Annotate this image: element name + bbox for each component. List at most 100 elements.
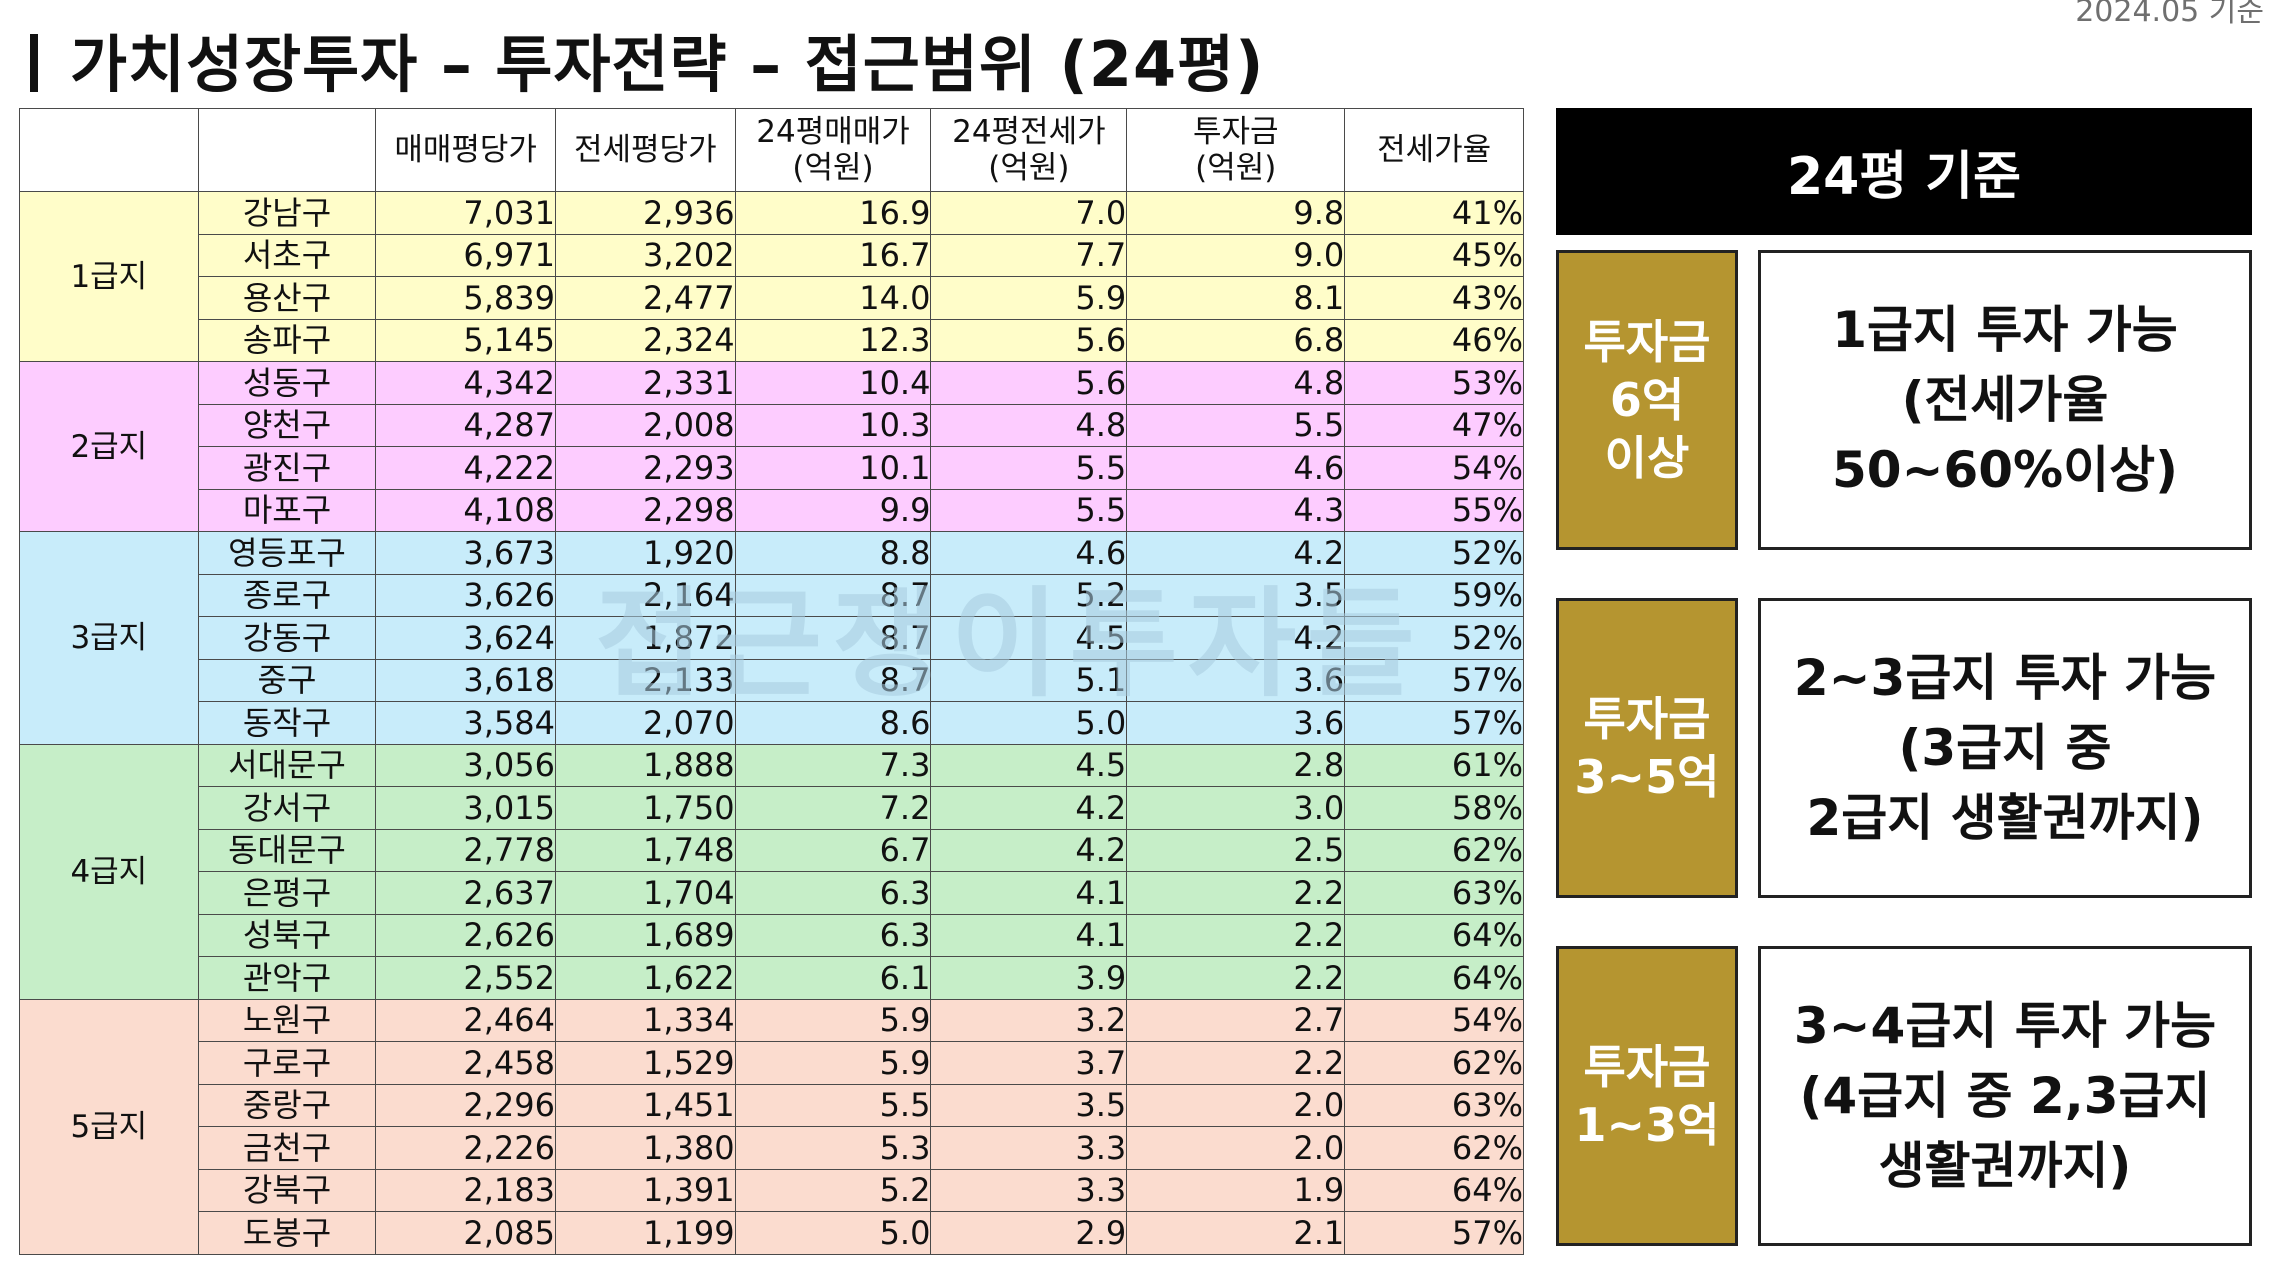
investment-amount-cell: 4.2 (1126, 531, 1346, 575)
table-row: 강북구 2,183 1,391 5.2 3.3 1.9 64% (19, 1168, 1524, 1212)
jeonse-price-per-pyeong-cell: 1,199 (554, 1211, 736, 1255)
table-row: 2급지 성동구 4,342 2,331 10.4 5.6 4.8 53% (19, 361, 1524, 532)
district-name-cell: 서대문구 (197, 743, 377, 787)
strategy-line: (4급지 중 2,3급지 (1799, 1067, 2211, 1125)
side-header: 24평 기준 (1556, 108, 2252, 235)
tier-label: 3급지 (19, 531, 199, 745)
strategy-line: 1급지 투자 가능 (1832, 301, 2178, 359)
sale-price-24py-cell: 16.7 (734, 233, 932, 277)
table-row: 중구 3,618 2,133 8.7 5.1 3.6 57% (19, 658, 1524, 702)
jeonse-price-24py-cell: 4.5 (930, 616, 1128, 660)
header-sale-price-per-pyeong: 매매평당가 (375, 108, 556, 192)
investment-line: 1~3억 (1574, 1098, 1720, 1152)
sale-price-24py-cell: 8.6 (734, 701, 932, 745)
jeonse-price-per-pyeong-cell: 1,451 (554, 1083, 736, 1127)
sale-price-24py-cell: 5.5 (734, 1083, 932, 1127)
jeonse-price-per-pyeong-cell: 1,872 (554, 616, 736, 660)
jeonse-price-per-pyeong-cell: 2,936 (554, 191, 736, 235)
district-name-cell: 송파구 (197, 318, 377, 362)
jeonse-price-per-pyeong-cell: 2,477 (554, 276, 736, 320)
table-row: 양천구 4,287 2,008 10.3 4.8 5.5 47% (19, 403, 1524, 447)
jeonse-price-24py-cell: 3.5 (930, 1083, 1128, 1127)
investment-amount-cell: 4.3 (1126, 488, 1346, 532)
jeonse-price-per-pyeong-cell: 1,748 (554, 828, 736, 872)
jeonse-price-per-pyeong-cell: 2,008 (554, 403, 736, 447)
jeonse-price-24py-cell: 3.9 (930, 956, 1128, 1000)
jeonse-price-per-pyeong-cell: 2,133 (554, 658, 736, 702)
jeonse-price-per-pyeong-cell: 2,164 (554, 573, 736, 617)
jeonse-price-24py-cell: 5.6 (930, 361, 1128, 405)
sale-price-24py-cell: 5.9 (734, 1041, 932, 1085)
strategy-line: (3급지 중 (1898, 719, 2112, 777)
district-price-table: 매매평당가 전세평당가 24평매매가 (억원) 24평전세가 (억원) 투자금 … (19, 108, 1524, 1255)
header-investment: 투자금 (억원) (1126, 108, 1346, 192)
jeonse-ratio-cell: 62% (1344, 1041, 1524, 1085)
jeonse-price-24py-cell: 5.9 (930, 276, 1128, 320)
sale-price-per-pyeong-cell: 4,342 (375, 361, 556, 405)
investment-amount-cell: 4.2 (1126, 616, 1346, 660)
investment-amount-cell: 2.8 (1126, 743, 1346, 787)
table-row: 5급지 노원구 2,464 1,334 5.9 3.2 2.7 54% (19, 998, 1524, 1255)
investment-amount-cell: 2.2 (1126, 956, 1346, 1000)
jeonse-price-24py-cell: 3.3 (930, 1126, 1128, 1170)
jeonse-price-per-pyeong-cell: 2,331 (554, 361, 736, 405)
table-row: 중랑구 2,296 1,451 5.5 3.5 2.0 63% (19, 1083, 1524, 1127)
strategy-line: 3~4급지 투자 가능 (1793, 997, 2217, 1055)
jeonse-ratio-cell: 54% (1344, 998, 1524, 1042)
district-name-cell: 영등포구 (197, 531, 377, 575)
district-name-cell: 종로구 (197, 573, 377, 617)
investment-amount-cell: 2.2 (1126, 1041, 1346, 1085)
sale-price-per-pyeong-cell: 2,085 (375, 1211, 556, 1255)
sale-price-per-pyeong-cell: 4,222 (375, 446, 556, 490)
jeonse-price-per-pyeong-cell: 2,293 (554, 446, 736, 490)
investment-amount-cell: 2.2 (1126, 871, 1346, 915)
investment-amount-cell: 4.6 (1126, 446, 1346, 490)
table-row: 종로구 3,626 2,164 8.7 5.2 3.5 59% (19, 573, 1524, 617)
jeonse-price-24py-cell: 4.1 (930, 913, 1128, 957)
investment-amount-cell: 8.1 (1126, 276, 1346, 320)
sale-price-per-pyeong-cell: 3,618 (375, 658, 556, 702)
table-row: 관악구 2,552 1,622 6.1 3.9 2.2 64% (19, 956, 1524, 1000)
investment-line: 이상 (1604, 431, 1690, 485)
table-row: 송파구 5,145 2,324 12.3 5.6 6.8 46% (19, 318, 1524, 362)
table-row: 성북구 2,626 1,689 6.3 4.1 2.2 64% (19, 913, 1524, 957)
investment-amount-cell: 2.0 (1126, 1083, 1346, 1127)
jeonse-price-per-pyeong-cell: 1,529 (554, 1041, 736, 1085)
sale-price-per-pyeong-cell: 4,287 (375, 403, 556, 447)
jeonse-ratio-cell: 57% (1344, 701, 1524, 745)
investment-box-2: 투자금 3~5억 (1556, 598, 1738, 898)
sale-price-per-pyeong-cell: 3,056 (375, 743, 556, 787)
sale-price-per-pyeong-cell: 3,626 (375, 573, 556, 617)
jeonse-price-24py-cell: 4.1 (930, 871, 1128, 915)
district-name-cell: 노원구 (197, 998, 377, 1042)
table-header-row: 매매평당가 전세평당가 24평매매가 (억원) 24평전세가 (억원) 투자금 … (19, 108, 1524, 192)
table-row: 도봉구 2,085 1,199 5.0 2.9 2.1 57% (19, 1211, 1524, 1255)
investment-amount-cell: 3.6 (1126, 658, 1346, 702)
table-row: 마포구 4,108 2,298 9.9 5.5 4.3 55% (19, 488, 1524, 532)
jeonse-price-per-pyeong-cell: 2,070 (554, 701, 736, 745)
sale-price-24py-cell: 7.3 (734, 743, 932, 787)
jeonse-price-24py-cell: 5.5 (930, 488, 1128, 532)
district-name-cell: 금천구 (197, 1126, 377, 1170)
jeonse-price-24py-cell: 2.9 (930, 1211, 1128, 1255)
sale-price-per-pyeong-cell: 2,552 (375, 956, 556, 1000)
table-row: 용산구 5,839 2,477 14.0 5.9 8.1 43% (19, 276, 1524, 320)
district-name-cell: 강서구 (197, 786, 377, 830)
jeonse-ratio-cell: 57% (1344, 658, 1524, 702)
sale-price-24py-cell: 6.1 (734, 956, 932, 1000)
district-name-cell: 성동구 (197, 361, 377, 405)
table-row: 서초구 6,971 3,202 16.7 7.7 9.0 45% (19, 233, 1524, 277)
table-row: 강서구 3,015 1,750 7.2 4.2 3.0 58% (19, 786, 1524, 830)
strategy-line: 2급지 생활권까지) (1806, 789, 2204, 847)
jeonse-price-24py-cell: 5.5 (930, 446, 1128, 490)
jeonse-ratio-cell: 57% (1344, 1211, 1524, 1255)
investment-line: 투자금 (1583, 1040, 1711, 1094)
date-label: 2024.05 기준 (2075, 0, 2264, 29)
jeonse-ratio-cell: 52% (1344, 531, 1524, 575)
table-row: 4급지 서대문구 3,056 1,888 7.3 4.5 2.8 61% (19, 743, 1524, 1000)
table-row: 1급지 강남구 7,031 2,936 16.9 7.0 9.8 41% (19, 191, 1524, 362)
investment-line: 투자금 (1583, 692, 1711, 746)
sale-price-24py-cell: 10.3 (734, 403, 932, 447)
jeonse-price-24py-cell: 7.7 (930, 233, 1128, 277)
jeonse-price-per-pyeong-cell: 2,324 (554, 318, 736, 362)
